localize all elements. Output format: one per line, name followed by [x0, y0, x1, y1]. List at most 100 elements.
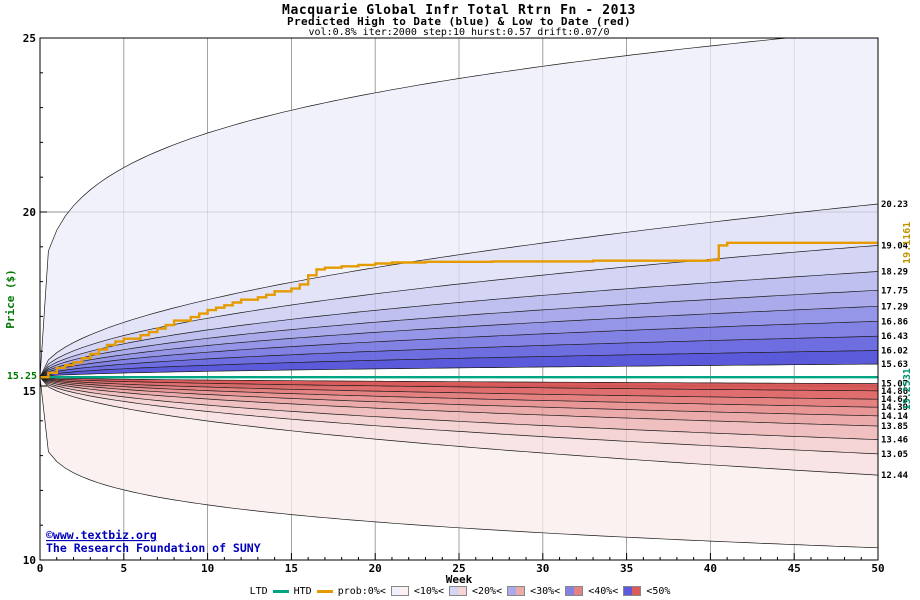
right-price-label: 16.43 [881, 332, 908, 342]
percentile-boundary-line [40, 350, 878, 378]
probability-band-high [40, 245, 878, 378]
probability-band-high [40, 38, 878, 378]
right-price-label: 15.63 [881, 360, 908, 370]
right-price-label: 19.04 [881, 241, 909, 251]
probability-bands [40, 38, 878, 548]
swatch-high-color [391, 587, 400, 595]
percentile-boundary-line [40, 376, 878, 440]
series-lines [40, 241, 878, 379]
axis-tick-labels: 0 5 10 15 20 25 30 35 40 45 50 10 15 20 25 15.25 [7, 32, 885, 575]
probability-band-low [40, 377, 878, 440]
swatch-low-color [516, 587, 525, 595]
right-price-label: 12.44 [881, 471, 909, 481]
swatch-high-color [566, 587, 575, 595]
probability-band-low [40, 377, 878, 454]
probability-legend-label: <40%< [588, 585, 619, 597]
probability-band-high [40, 306, 878, 378]
chart-subtitle: Predicted High to Date (blue) & Low to D… [287, 15, 631, 28]
right-price-label: 17.29 [881, 302, 908, 312]
x-tick-label: 15 [285, 562, 298, 575]
x-tick-label: 10 [201, 562, 214, 575]
y-tick-label: 15 [23, 385, 36, 398]
swatch-low-color [632, 587, 641, 595]
x-tick-label: 20 [369, 562, 382, 575]
x-tick-label: 25 [452, 562, 465, 575]
probability-band-swatch [390, 586, 409, 596]
swatch-high-color [624, 587, 633, 595]
percentile-boundary-line [40, 289, 878, 378]
swatch-high-color [508, 587, 517, 595]
right-price-label: 17.75 [881, 286, 908, 296]
right-price-label: 14.86 [881, 387, 908, 397]
ltd-legend-label: LTD [249, 585, 268, 597]
chart-legend: LTD HTD prob:0%< <10%< <20%< <30%< <40%< <50% [0, 584, 920, 598]
x-tick-label: 35 [620, 562, 633, 575]
swatch-high-color [449, 587, 458, 595]
probability-band-low [40, 377, 878, 548]
plot-area [40, 38, 878, 549]
right-price-label: 20.23 [881, 200, 908, 210]
htd-legend-label: HTD [293, 585, 312, 597]
probability-band-high [40, 204, 878, 378]
htd-line [40, 241, 878, 379]
probability-band-swatch [565, 586, 584, 596]
y-axis-title: Price ($) [4, 269, 17, 329]
right-price-label: 18.29 [881, 268, 908, 278]
probability-legend-label: <10%< [413, 585, 444, 597]
x-tick-label: 50 [871, 562, 884, 575]
chart-title: Macquarie Global Infr Total Rtrn Fn - 20… [282, 3, 636, 18]
axis-ticks [39, 37, 879, 561]
gridlines-overlay [40, 38, 878, 560]
ltd-line-sample [272, 589, 289, 593]
percentile-boundary-lines [40, 38, 878, 549]
percentile-boundary-line [40, 271, 878, 378]
probability-legend-label: <20%< [471, 585, 503, 597]
probability-band-high [40, 271, 878, 378]
right-price-labels: 20.23 19.04 18.29 17.75 17.29 16.86 16.43 16.02… [881, 200, 913, 481]
probability-legend-label: <30%< [530, 585, 561, 597]
right-price-label: 13.05 [881, 450, 908, 460]
percentile-boundary-line [40, 245, 878, 378]
probability-band-low [40, 377, 878, 416]
y-tick-label: 25 [23, 32, 36, 45]
x-tick-label: 5 [120, 562, 127, 575]
percentile-boundary-line [40, 335, 878, 378]
swatch-low-color [399, 587, 408, 595]
x-axis-title: Week [446, 573, 473, 586]
percentile-boundary-line [40, 363, 878, 378]
percentile-boundary-line [40, 376, 878, 400]
x-tick-label: 30 [536, 562, 549, 575]
percentile-boundary-line [40, 376, 878, 427]
percentile-boundary-line [40, 377, 878, 549]
copyright-organization: The Research Foundation of SUNY [46, 541, 261, 555]
percentile-boundary-line [40, 376, 878, 408]
probability-band-high [40, 321, 878, 378]
copyright-link[interactable]: ©www.textbiz.org [46, 528, 157, 542]
right-price-label: 14.62 [881, 395, 908, 405]
probability-band-low [40, 377, 878, 476]
right-price-label: 14.39 [881, 403, 908, 413]
percentile-boundary-line [40, 38, 791, 378]
probability-band-high [40, 336, 878, 378]
right-price-label: 16.86 [881, 317, 908, 327]
probability-legend-label: <50% [646, 585, 671, 597]
htd-line-sample [316, 589, 333, 593]
probability-legend-label: prob:0%< [337, 585, 386, 597]
probability-band-low [40, 377, 878, 426]
percentile-boundary-line [40, 376, 878, 476]
probability-band-low [40, 377, 878, 408]
x-tick-label: 0 [37, 562, 44, 575]
y-tick-label: 10 [23, 554, 36, 567]
probability-band-high [40, 290, 878, 378]
htd-final-value-label: 19.1161 [902, 222, 913, 264]
percentile-boundary-line [40, 376, 878, 455]
right-price-label: 14.14 [881, 412, 909, 422]
x-tick-label: 40 [704, 562, 717, 575]
right-price-label: 15.07 [881, 380, 908, 390]
right-price-label: 13.46 [881, 436, 908, 446]
chart-parameters: vol:0.8% iter:2000 step:10 hurst:0.57 dr… [308, 27, 609, 38]
start-price-label: 15.25 [7, 371, 37, 382]
probability-band-swatch [623, 586, 642, 596]
